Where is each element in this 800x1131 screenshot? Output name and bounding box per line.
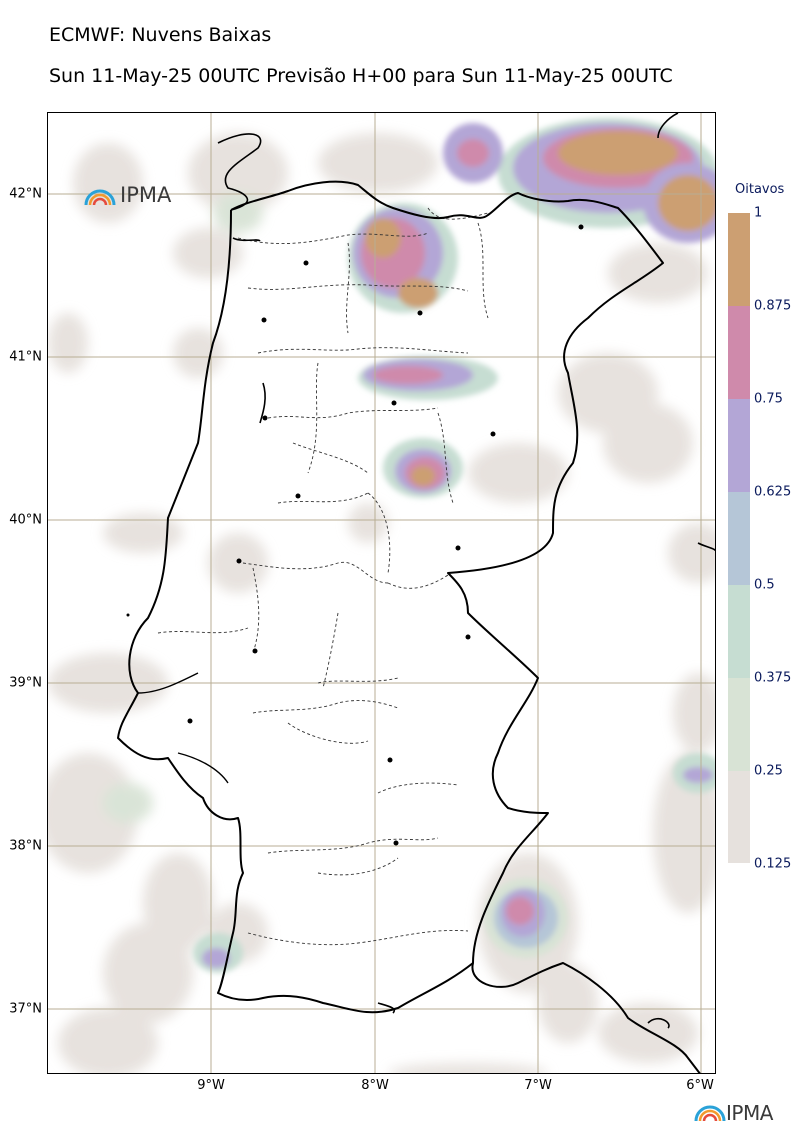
portugal-low-cloud-map: IPMA (48, 113, 715, 1073)
graticule (48, 113, 715, 1073)
ipma-footer-arc-icon (694, 1105, 726, 1122)
footer-logo: IPMA (694, 1101, 773, 1125)
map-title: ECMWF: Nuvens Baixas (49, 24, 272, 46)
colorbar-tick: 0.125 (754, 856, 792, 872)
colorbar-tick: 0.5 (754, 577, 775, 593)
colorbar-segment-7 (728, 771, 750, 863)
lat-label-38: 38°N (9, 838, 42, 854)
colorbar-segment-4 (728, 492, 750, 585)
colorbar-segment-3 (728, 399, 750, 492)
colorbar-tick: 0.625 (754, 484, 792, 500)
colorbar-segment-5 (728, 585, 750, 678)
lon-label-8w: 8°W (361, 1078, 389, 1093)
ipma-logo-arc-icon (84, 189, 116, 206)
colorbar-tick: 0.75 (754, 391, 783, 407)
lat-label-42: 42°N (9, 186, 42, 202)
colorbar-tick: 1 (754, 205, 763, 221)
colorbar-tick: 0.375 (754, 670, 792, 686)
colorbar-tick: 0.25 (754, 763, 783, 779)
colorbar-segment-6 (728, 678, 750, 771)
colorbar-segment-1 (728, 213, 750, 306)
lon-label-6w: 6°W (686, 1078, 714, 1093)
lat-label-37: 37°N (9, 1001, 42, 1017)
colorbar (728, 213, 750, 863)
city-markers (126, 224, 584, 846)
map-subtitle: Sun 11-May-25 00UTC Previsão H+00 para S… (49, 65, 673, 87)
lon-label-9w: 9°W (197, 1078, 225, 1093)
lat-label-40: 40°N (9, 512, 42, 528)
footer-logo-text: IPMA (726, 1101, 773, 1125)
portugal-outline (117, 113, 715, 1073)
map-panel: IPMA (47, 112, 716, 1074)
district-boundaries (157, 207, 489, 946)
colorbar-tick: 0.875 (754, 298, 792, 314)
lon-label-7w: 7°W (524, 1078, 552, 1093)
colorbar-segment-2 (728, 306, 750, 399)
map-logo-text: IPMA (120, 183, 172, 207)
colorbar-title: Oitavos (735, 182, 785, 197)
lat-label-39: 39°N (9, 675, 42, 691)
lat-label-41: 41°N (9, 349, 42, 365)
